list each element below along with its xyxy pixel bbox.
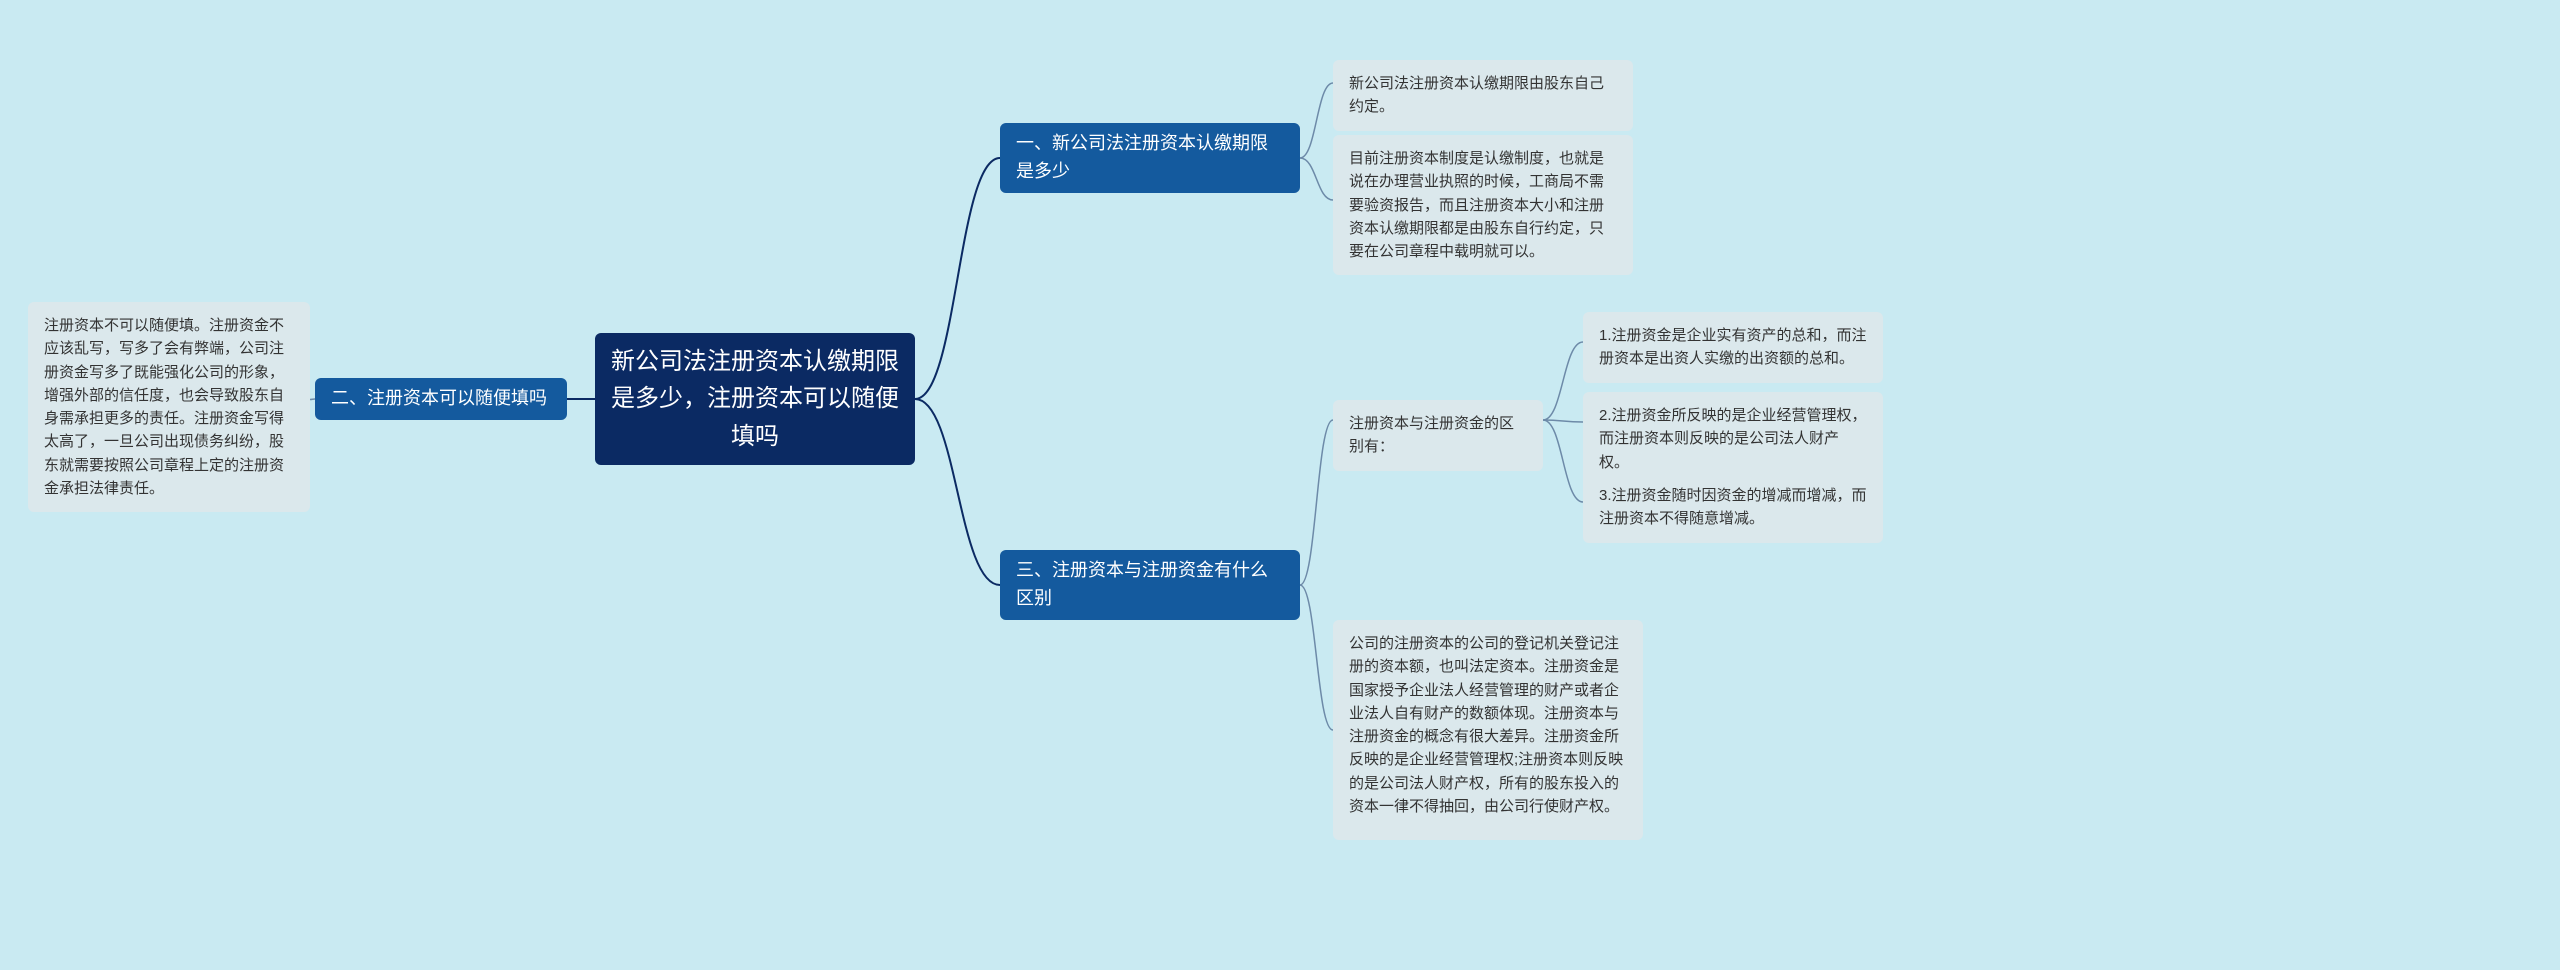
connector [1300, 585, 1333, 730]
branch-3-subleaf-a[interactable]: 1.注册资金是企业实有资产的总和，而注册资本是出资人实缴的出资额的总和。 [1583, 312, 1883, 383]
branch-3-subleaf-b-text: 2.注册资金所反映的是企业经营管理权，而注册资本则反映的是公司法人财产权。 [1599, 407, 1867, 471]
branch-2[interactable]: 二、注册资本可以随便填吗 [315, 378, 567, 420]
branch-3-leaf-2-text: 公司的注册资本的公司的登记机关登记注册的资本额，也叫法定资本。注册资金是国家授予… [1349, 635, 1623, 815]
connector [1300, 420, 1333, 585]
branch-3-subleaf-c-text: 3.注册资金随时因资金的增减而增减，而注册资本不得随意增减。 [1599, 487, 1867, 527]
branch-3-leaf-2[interactable]: 公司的注册资本的公司的登记机关登记注册的资本额，也叫法定资本。注册资金是国家授予… [1333, 620, 1643, 840]
branch-3-leaf-1[interactable]: 注册资本与注册资金的区别有： [1333, 400, 1543, 471]
branch-1-leaf-1-text: 新公司法注册资本认缴期限由股东自己约定。 [1349, 75, 1604, 115]
branch-1-label: 一、新公司法注册资本认缴期限是多少 [1016, 130, 1284, 186]
connector [1543, 420, 1583, 422]
root-node[interactable]: 新公司法注册资本认缴期限是多少，注册资本可以随便填吗 [595, 333, 915, 465]
branch-2-leaf[interactable]: 注册资本不可以随便填。注册资金不应该乱写，写多了会有弊端，公司注册资金写多了既能… [28, 302, 310, 512]
branch-2-leaf-text: 注册资本不可以随便填。注册资金不应该乱写，写多了会有弊端，公司注册资金写多了既能… [44, 317, 284, 497]
connector [1543, 342, 1583, 420]
branch-3-label: 三、注册资本与注册资金有什么区别 [1016, 557, 1284, 613]
branch-3-subleaf-a-text: 1.注册资金是企业实有资产的总和，而注册资本是出资人实缴的出资额的总和。 [1599, 327, 1867, 367]
branch-1-leaf-2[interactable]: 目前注册资本制度是认缴制度，也就是说在办理营业执照的时候，工商局不需要验资报告，… [1333, 135, 1633, 275]
connector [1300, 83, 1333, 158]
branch-1-leaf-2-text: 目前注册资本制度是认缴制度，也就是说在办理营业执照的时候，工商局不需要验资报告，… [1349, 150, 1604, 260]
branch-1[interactable]: 一、新公司法注册资本认缴期限是多少 [1000, 123, 1300, 193]
connector [1543, 420, 1583, 502]
branch-1-leaf-1[interactable]: 新公司法注册资本认缴期限由股东自己约定。 [1333, 60, 1633, 131]
branch-3-subleaf-c[interactable]: 3.注册资金随时因资金的增减而增减，而注册资本不得随意增减。 [1583, 472, 1883, 543]
connector [915, 399, 1000, 585]
connector [915, 158, 1000, 399]
root-label: 新公司法注册资本认缴期限是多少，注册资本可以随便填吗 [611, 343, 899, 455]
branch-3[interactable]: 三、注册资本与注册资金有什么区别 [1000, 550, 1300, 620]
branch-2-label: 二、注册资本可以随便填吗 [331, 385, 547, 413]
branch-3-leaf-1-text: 注册资本与注册资金的区别有： [1349, 415, 1514, 455]
connector [1300, 158, 1333, 200]
